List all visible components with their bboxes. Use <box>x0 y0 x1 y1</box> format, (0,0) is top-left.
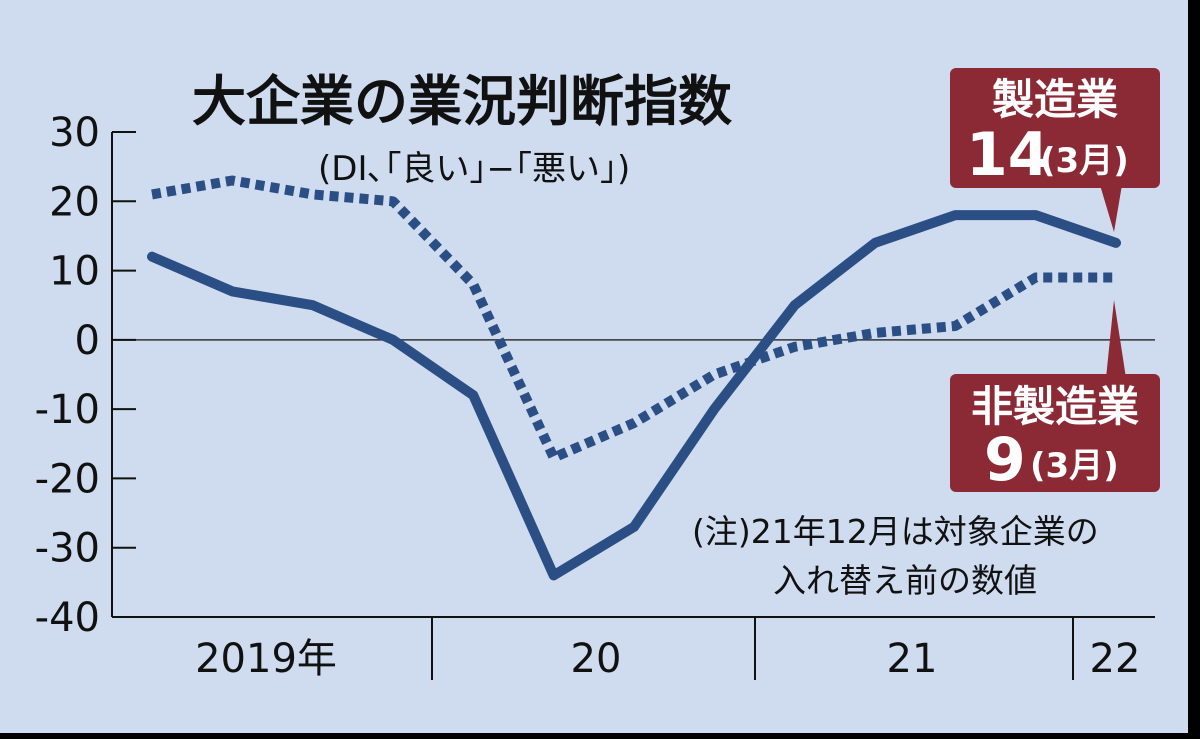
chart-title: 大企業の業況判断指数 <box>192 70 732 133</box>
note-line-2: 入れ替え前の数値 <box>773 561 1037 600</box>
y-tick-label: -40 <box>35 595 100 641</box>
callout-manufacturing-label: 製造業 <box>992 75 1118 124</box>
x-year-label: 22 <box>1090 636 1141 682</box>
chart-subtitle: (DI､｢良い｣−｢悪い｣) <box>318 149 630 189</box>
x-year-ticks: 2019年 20 21 22 <box>195 617 1140 682</box>
y-tick-label: 20 <box>49 179 100 225</box>
callout-nonmanufacturing: 非製造業 9 (3月) <box>950 300 1160 495</box>
callout-manufacturing: 製造業 14 (3月) <box>950 68 1160 232</box>
y-tick-label: -30 <box>35 526 100 572</box>
series-line-manufacturing <box>147 210 1121 581</box>
callout-manufacturing-pointer <box>1100 185 1122 232</box>
callout-nonmanufacturing-value: 9 <box>984 425 1026 495</box>
y-tick-label: -10 <box>35 387 100 433</box>
callout-nonmanufacturing-box <box>950 374 1160 492</box>
x-year-label: 20 <box>571 636 622 682</box>
callout-manufacturing-value: 14 <box>966 120 1050 190</box>
callout-nonmanufacturing-label: 非製造業 <box>971 382 1139 431</box>
y-ticks: 30 20 10 0 -10 -20 -30 -40 <box>35 110 136 641</box>
callout-nonmanufacturing-period: (3月) <box>1030 446 1119 486</box>
x-year-label: 2019年 <box>195 636 337 682</box>
y-tick-label: 10 <box>49 249 100 295</box>
x-year-label: 21 <box>887 636 938 682</box>
series-lines <box>147 175 1121 581</box>
series-line-nonmanufacturing <box>151 175 1116 463</box>
callout-manufacturing-period: (3月) <box>1040 141 1129 181</box>
y-tick-label: 0 <box>75 318 100 364</box>
callout-manufacturing-box <box>950 68 1160 188</box>
note-line-1: (注)21年12月は対象企業の <box>692 512 1099 551</box>
y-tick-label: 30 <box>49 110 100 156</box>
y-tick-label: -20 <box>35 456 100 502</box>
callout-nonmanufacturing-pointer <box>1106 300 1126 378</box>
